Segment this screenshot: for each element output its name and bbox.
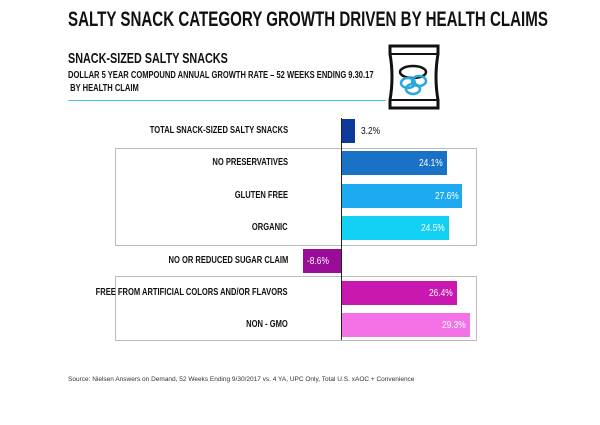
bar xyxy=(341,119,356,143)
data-label: -8.6% xyxy=(307,254,330,267)
category-label: TOTAL SNACK-SIZED SALTY SNACKS xyxy=(149,124,288,136)
zero-axis xyxy=(341,118,342,340)
snack-bag-icon xyxy=(388,44,440,110)
bar xyxy=(341,281,458,305)
bar xyxy=(341,313,470,338)
data-label: 24.1% xyxy=(419,157,444,170)
data-label: 3.2% xyxy=(361,125,381,137)
source-note: Source: Nielsen Answers on Demand, 52 We… xyxy=(68,376,415,383)
category-label: NO PRESERVATIVES xyxy=(212,156,288,169)
bar xyxy=(341,183,463,208)
description-line: BY HEALTH CLAIM xyxy=(70,82,139,94)
data-label: 27.6% xyxy=(434,189,459,202)
chart-subtitle: SNACK-SIZED SALTY SNACKS xyxy=(68,50,228,67)
divider xyxy=(68,100,386,101)
data-label: 29.3% xyxy=(442,319,466,332)
group-box-free-from xyxy=(115,276,477,341)
group-box-ingredients xyxy=(115,148,477,246)
bar xyxy=(303,248,341,273)
chart-title: SALTY SNACK CATEGORY GROWTH DRIVEN BY HE… xyxy=(68,8,548,31)
category-label: GLUTEN FREE xyxy=(234,188,288,201)
category-label: ORGANIC xyxy=(252,221,288,234)
category-label: NON - GMO xyxy=(246,318,288,331)
description-line: DOLLAR 5 YEAR COMPOUND ANNUAL GROWTH RAT… xyxy=(68,69,374,81)
bar xyxy=(341,216,449,241)
chart-description: DOLLAR 5 YEAR COMPOUND ANNUAL GROWTH RAT… xyxy=(68,69,374,95)
data-label: 26.4% xyxy=(429,287,454,299)
category-label: FREE FROM ARTIFICIAL COLORS AND/OR FLAVO… xyxy=(96,286,288,298)
data-label: 24.5% xyxy=(420,222,445,235)
bar xyxy=(341,151,448,176)
category-label: NO OR REDUCED SUGAR CLAIM xyxy=(168,253,288,266)
